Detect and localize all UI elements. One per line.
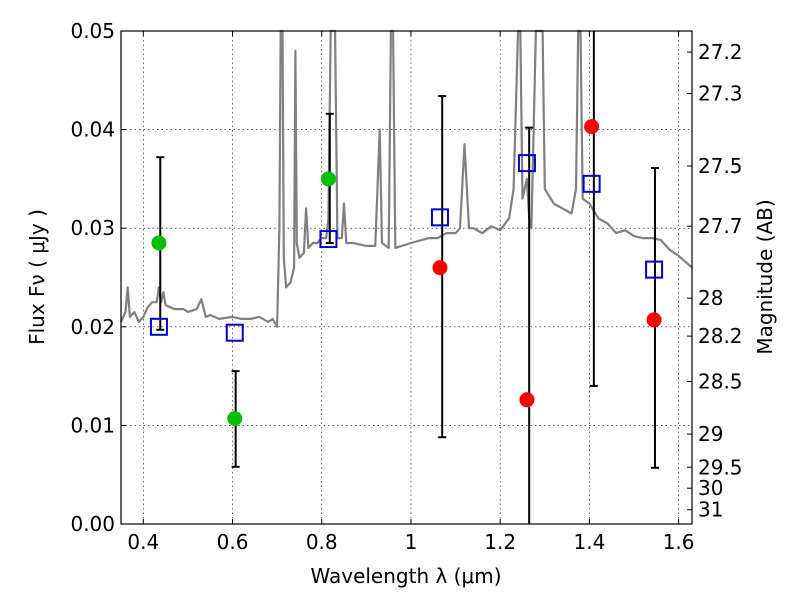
- y-tick-label: 0.00: [70, 512, 115, 536]
- y-tick-label: 0.03: [70, 216, 115, 240]
- right-tick-label: 28.5: [698, 369, 743, 393]
- right-tick-label: 29.5: [698, 455, 743, 479]
- observed-point: [519, 392, 535, 408]
- x-tick-label: 1.6: [663, 530, 695, 554]
- x-tick-label: 1: [405, 530, 418, 554]
- plot-frame: [120, 30, 693, 525]
- observed-points: [151, 119, 662, 426]
- error-bars: [156, 31, 659, 524]
- model-photometry-point: [319, 230, 338, 249]
- x-tick-label: 0.4: [127, 530, 159, 554]
- model-photometry-point: [430, 208, 449, 227]
- right-tick-label: 27.5: [698, 154, 743, 178]
- right-tick-label: 28.2: [698, 324, 743, 348]
- observed-point: [227, 410, 243, 426]
- observed-point: [320, 171, 336, 187]
- y-ticks-left: 0.00 0.01 0.02 0.03 0.04 0.05: [70, 19, 126, 536]
- observed-point: [646, 312, 662, 328]
- y-axis-label-right: Magnitude (AB): [753, 199, 777, 354]
- right-tick-label: 31: [698, 498, 723, 522]
- observed-point: [151, 235, 167, 251]
- model-photometry: [149, 154, 664, 342]
- right-tick-label: 27.7: [698, 214, 743, 238]
- model-photometry-point: [149, 317, 168, 336]
- x-axis-label: Wavelength λ (μm): [310, 564, 501, 588]
- model-photometry-point: [645, 260, 664, 279]
- right-tick-label: 29: [698, 422, 723, 446]
- right-tick-label: 27.3: [698, 82, 743, 106]
- model-photometry-point: [517, 154, 536, 173]
- y-tick-label: 0.02: [70, 315, 115, 339]
- x-tick-label: 1.4: [573, 530, 605, 554]
- x-tick-label: 1.2: [484, 530, 516, 554]
- y-tick-label: 0.04: [70, 118, 115, 142]
- x-ticks: 0.4 0.6 0.8 1 1.2 1.4 1.6: [127, 31, 695, 554]
- model-photometry-point: [582, 174, 601, 193]
- model-spectrum: [119, 29, 693, 328]
- x-tick-label: 0.8: [306, 530, 338, 554]
- right-tick-label: 28: [698, 286, 723, 310]
- model-photometry-point: [225, 323, 244, 342]
- right-tick-label: 27.2: [698, 40, 743, 64]
- observed-point: [584, 119, 600, 135]
- x-tick-label: 0.6: [217, 530, 249, 554]
- y-tick-label: 0.05: [70, 19, 115, 43]
- grid: [121, 30, 692, 525]
- y-tick-label: 0.01: [70, 413, 115, 437]
- y-axis-label-left: Flux Fν ( μJy ): [25, 209, 49, 345]
- observed-point: [432, 260, 448, 276]
- right-tick-label: 30: [698, 476, 723, 500]
- model-spectrum-line: [119, 29, 693, 328]
